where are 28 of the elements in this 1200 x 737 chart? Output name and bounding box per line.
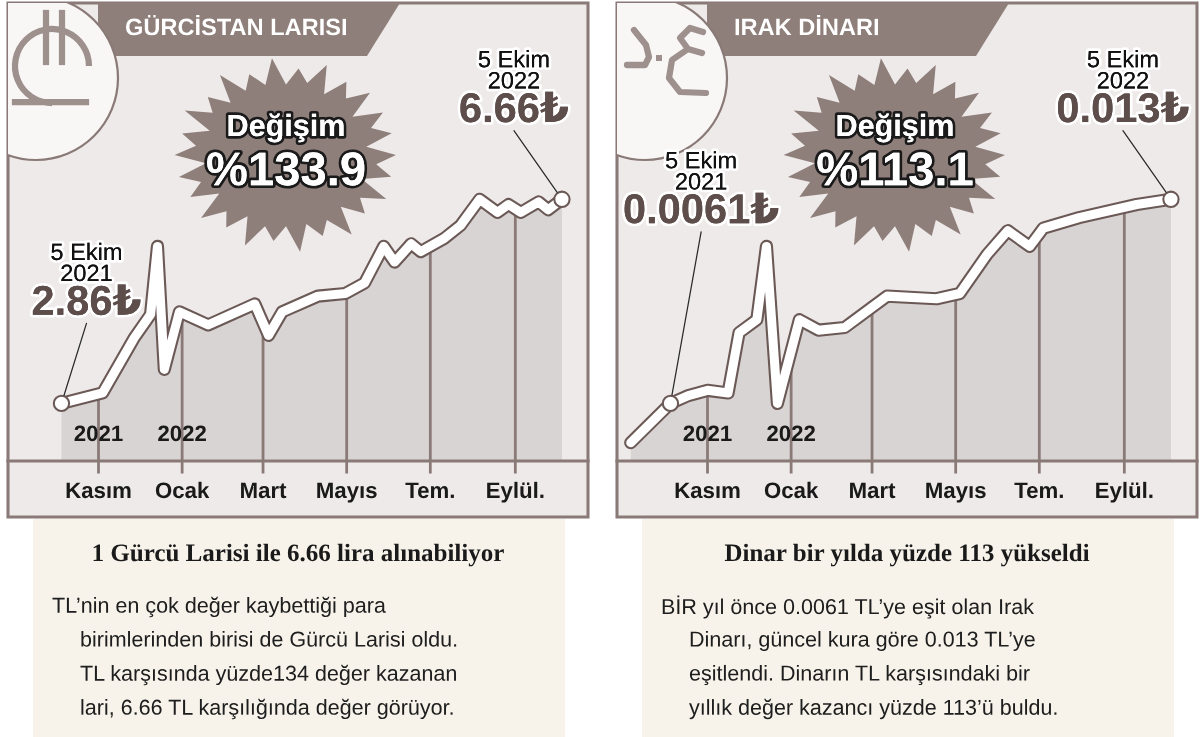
- text: 1 Gürcü Larisi ile 6.66 lira alınabiliyor: [93, 543, 504, 567]
- x-tick-label: Mart: [241, 482, 287, 499]
- text: TL’nin en çok değer kaybettiği para birimlerinden birisi de Gürcü Larisi oldu. TL karşısında yüzde134 değer kazanan lari, 6.66 TL karşılığında değer görüyor.: [52, 596, 457, 720]
- chart-title: GÜRCİSTAN LARISI: [125, 14, 346, 36]
- x-tick-label: Tem.: [405, 482, 454, 499]
- x-tick-label: Tem.: [1014, 482, 1063, 499]
- chart-title: IRAK DİNARI: [735, 14, 879, 36]
- x2-tick-label: 2022: [767, 425, 815, 442]
- x-tick-label: Eylül.: [1096, 481, 1153, 503]
- text: Değişim %113.1: [817, 113, 973, 186]
- annotation: 5 Ekim 2022 0.013₺: [1057, 50, 1189, 123]
- x2-tick-label: 2021: [683, 425, 732, 442]
- text: Değişim %133.9: [207, 113, 365, 186]
- x-tick-label: Mayıs: [317, 482, 377, 503]
- x-tick-label: Ocak: [155, 481, 210, 499]
- x2-tick-label: 2022: [158, 425, 206, 442]
- x2-tick-label: 2021: [74, 425, 123, 442]
- annotation: 5 Ekim 2022 6.66₺: [460, 50, 568, 123]
- x-tick-label: Mart: [850, 482, 896, 499]
- annotation: 5 Ekim 2021 0.0061₺: [624, 151, 779, 224]
- text: Dinar bir yılda yüzde 113 yükseldi: [724, 543, 1090, 567]
- x-tick-label: Kasım: [675, 482, 740, 499]
- annotation: 5 Ekim 2021 2.86₺: [32, 242, 141, 316]
- text: BİR yıl önce 0.0061 TL’ye eşit olan Irak Dinarı, güncel kura göre 0.013 TL’ye eşitlendi. Dinarın TL karşısındaki bir yıllık değer kazancı yüzde 113’ü buldu.: [662, 595, 1057, 720]
- x-tick-label: Ocak: [764, 481, 819, 499]
- x-tick-label: Eylül.: [487, 481, 544, 503]
- x-tick-label: Kasım: [66, 482, 131, 499]
- x-tick-label: Mayıs: [926, 482, 986, 503]
